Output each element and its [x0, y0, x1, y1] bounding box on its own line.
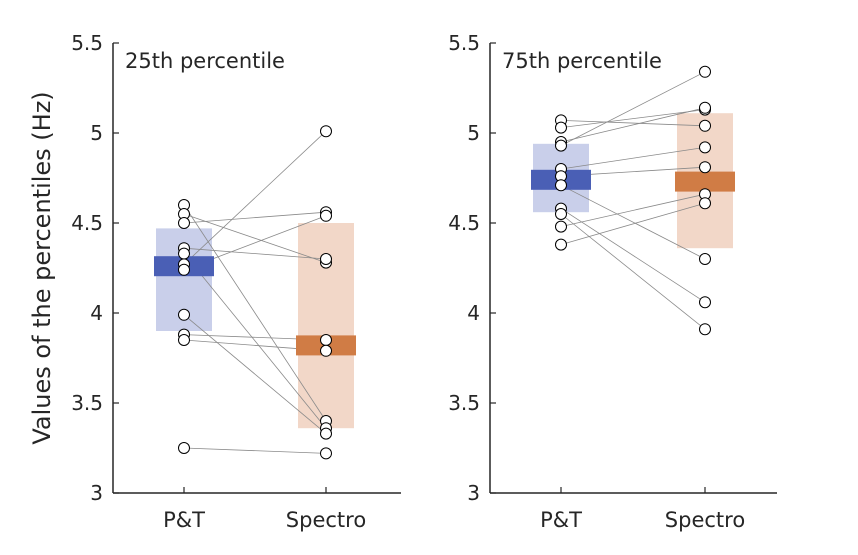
- data-point: [699, 296, 711, 309]
- data-point: [320, 344, 332, 357]
- pair-line: [560, 107, 706, 143]
- pair-line: [183, 314, 327, 434]
- data-point: [699, 197, 711, 210]
- data-point: [555, 238, 567, 251]
- pair-line: [560, 184, 706, 260]
- data-point: [699, 161, 711, 174]
- y-tick-label: 5: [467, 121, 480, 145]
- data-point: [320, 253, 332, 265]
- y-tick-label: 3.5: [71, 391, 103, 415]
- data-point: [699, 65, 711, 78]
- data-point: [555, 208, 567, 220]
- y-tick-label: 4.5: [71, 211, 103, 235]
- data-point: [699, 101, 711, 114]
- x-tick-label: P&T: [163, 508, 205, 532]
- pair-line: [560, 213, 706, 330]
- pair-line: [183, 130, 327, 265]
- pair-line: [183, 204, 327, 422]
- y-tick-label: 5.5: [448, 31, 480, 55]
- data-point: [699, 119, 711, 132]
- data-point: [699, 141, 711, 154]
- pair-line: [183, 211, 327, 224]
- pair-line: [560, 202, 706, 245]
- pair-line: [183, 447, 327, 454]
- y-tick-label: 3: [90, 481, 103, 505]
- panel-75th-percentile: 3 3.5 4 4.5 5 5.5 P&T Spectro 75th percentile: [448, 31, 777, 532]
- data-point: [699, 253, 711, 265]
- y-tick-label: 5.5: [71, 31, 103, 55]
- data-point: [178, 442, 190, 454]
- pair-line: [560, 208, 706, 303]
- x-tick-label: P&T: [540, 508, 582, 532]
- panel-title: 75th percentile: [502, 49, 662, 73]
- data-point: [178, 217, 190, 229]
- data-point: [178, 334, 190, 346]
- data-point: [320, 209, 332, 222]
- pair-line: [183, 247, 327, 260]
- data-point: [320, 447, 332, 460]
- data-point: [555, 179, 567, 192]
- y-tick-label: 5: [90, 121, 103, 145]
- panel-title: 25th percentile: [125, 49, 285, 73]
- center-bar: [675, 171, 735, 192]
- data-point: [320, 125, 332, 138]
- pair-line: [183, 253, 327, 429]
- x-tick-label: Spectro: [286, 508, 366, 532]
- pair-line: [560, 120, 706, 127]
- data-point: [178, 308, 190, 321]
- data-point: [320, 334, 332, 346]
- panel-25th-percentile: 3 3.5 4 4.5 5 5.5 P&T Spectro 25th percentile: [71, 31, 401, 532]
- pair-line: [560, 71, 706, 146]
- pair-line: [183, 213, 327, 263]
- y-tick-label: 4: [90, 301, 103, 325]
- y-axis-label: Values of the percentiles (Hz): [28, 91, 56, 444]
- pair-line: [560, 147, 706, 170]
- data-point: [555, 139, 567, 152]
- y-tick-label: 4.5: [448, 211, 480, 235]
- pair-line: [560, 193, 706, 227]
- pair-line: [560, 109, 706, 128]
- y-tick-label: 3: [467, 481, 480, 505]
- data-point: [178, 247, 190, 260]
- data-point: [555, 121, 567, 134]
- data-point: [699, 323, 711, 336]
- data-point: [320, 427, 332, 440]
- data-point: [555, 220, 567, 233]
- data-point: [178, 263, 190, 276]
- x-tick-label: Spectro: [665, 508, 745, 532]
- y-tick-label: 3.5: [448, 391, 480, 415]
- y-tick-label: 4: [467, 301, 480, 325]
